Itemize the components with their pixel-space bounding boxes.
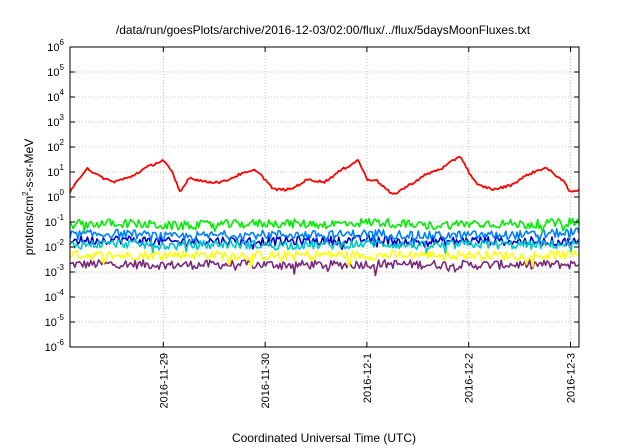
x-tick-label: 2016-12-2: [464, 353, 476, 403]
y-tick-label-base: 10: [45, 292, 57, 304]
x-tick-label: 2016-11-30: [260, 353, 272, 408]
y-tick-label: 103: [47, 113, 64, 129]
series-line-7: [69, 259, 580, 277]
y-tick-label-base: 10: [47, 192, 59, 204]
y-tick-label-base: 10: [45, 242, 57, 254]
y-tick-label-base: 10: [47, 67, 59, 79]
series-layer: [69, 155, 580, 277]
y-axis-label-main: protons/cm: [22, 196, 36, 255]
series-line-3: [69, 227, 580, 247]
x-axis: 2016-11-29 2016-11-30 2016-12-1 2016-12-2 20…: [158, 47, 578, 408]
y-tick-label: 100: [47, 188, 64, 204]
y-tick-label-base: 10: [45, 317, 57, 329]
y-tick-label-exponent: -5: [57, 313, 65, 322]
y-tick-label-base: 10: [47, 92, 59, 104]
y-tick-label: 10-3: [45, 263, 65, 279]
x-tick-label: 2016-12-1: [362, 353, 374, 403]
y-tick-label: 10-4: [45, 288, 65, 304]
y-tick-label-exponent: 6: [60, 38, 65, 47]
y-tick-label-exponent: -6: [57, 338, 65, 347]
x-tick-label: 2016-12-3: [566, 353, 578, 403]
y-tick-label-base: 10: [47, 167, 59, 179]
y-axis-label: protons/cm2-s-sr-MeV: [21, 139, 36, 255]
series-line-1: [69, 155, 580, 195]
y-tick-label-base: 10: [47, 42, 59, 54]
y-tick-label-exponent: 5: [60, 63, 65, 72]
y-tick-label-exponent: -3: [57, 263, 65, 272]
y-tick-label: 104: [47, 88, 64, 104]
y-tick-label-base: 10: [47, 142, 59, 154]
y-tick-label-exponent: 2: [60, 138, 65, 147]
y-tick-label-base: 10: [47, 117, 59, 129]
y-tick-label-exponent: 0: [60, 188, 65, 197]
y-tick-label-exponent: 3: [60, 113, 65, 122]
y-tick-label-exponent: -1: [57, 213, 65, 222]
y-tick-label-base: 10: [45, 267, 57, 279]
series-line-2: [69, 217, 580, 234]
y-tick-label-base: 10: [45, 217, 57, 229]
y-tick-label-exponent: 4: [60, 88, 65, 97]
y-axis-label-tail: -s-sr-MeV: [22, 139, 36, 192]
y-axis-label-sup: 2: [21, 191, 30, 196]
series-line-6: [69, 249, 580, 269]
y-tick-label: 10-5: [45, 313, 65, 329]
y-tick-label-exponent: -4: [57, 288, 65, 297]
y-tick-label-base: 10: [45, 342, 57, 354]
y-tick-label: 102: [47, 138, 64, 154]
x-axis-label: Coordinated Universal Time (UTC): [232, 431, 416, 445]
y-tick-label: 105: [47, 63, 64, 79]
series-line-4: [69, 238, 580, 254]
y-tick-label: 10-2: [45, 238, 65, 254]
y-tick-label-exponent: -2: [57, 238, 65, 247]
chart-title: /data/run/goesPlots/archive/2016-12-03/0…: [116, 23, 531, 37]
y-tick-label: 101: [47, 163, 64, 179]
y-tick-label-exponent: 1: [60, 163, 65, 172]
y-tick-label: 106: [47, 38, 64, 54]
y-tick-label: 10-1: [45, 213, 65, 229]
y-tick-label: 10-6: [45, 338, 65, 354]
y-axis: 10-610-510-410-310-210-11001011021031041…: [45, 38, 579, 354]
x-tick-label: 2016-11-29: [158, 353, 170, 408]
